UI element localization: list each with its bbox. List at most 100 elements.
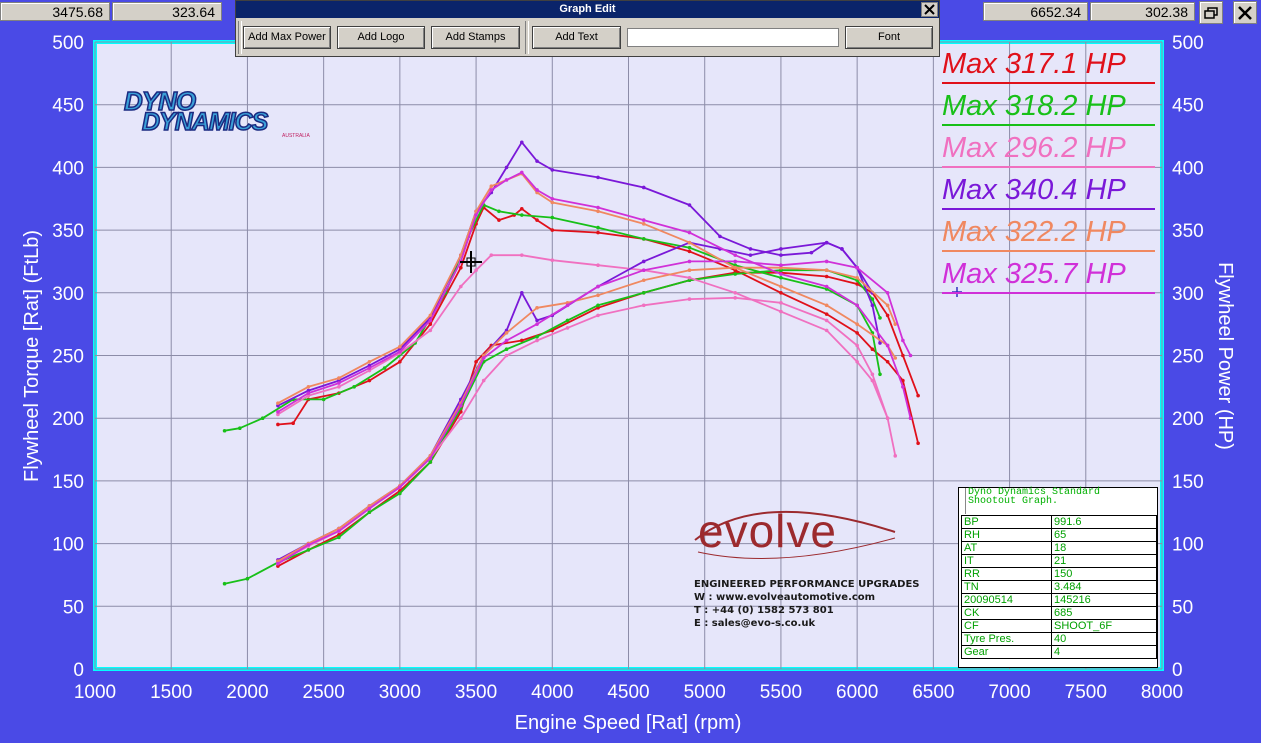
legend-underline (942, 208, 1155, 210)
series-1-torque-point (497, 218, 501, 222)
series-6-torque-point (489, 188, 494, 192)
series-3-power-point (504, 353, 509, 358)
series-3-torque-point (779, 309, 783, 314)
series-3-power-point (481, 378, 486, 383)
y-tick-label-left: 200 (52, 409, 84, 430)
series-5-torque-point (489, 184, 494, 189)
series-1-torque-point (916, 441, 920, 446)
series-2-power-point (596, 303, 600, 308)
info-row: BP 991.6 (961, 515, 1157, 529)
series-2-torque-point (352, 385, 356, 389)
series-3-power-point (459, 416, 463, 421)
y-tick-label-left: 50 (63, 597, 84, 618)
info-row: Gear 4 (961, 645, 1157, 659)
info-row: TN 3.484 (961, 580, 1157, 594)
add-text-button[interactable]: Add Text (532, 26, 621, 49)
series-2-torque-point (687, 245, 692, 250)
series-3-torque-point (428, 328, 433, 333)
legend-item: Max 318.2 HP (942, 89, 1155, 126)
y-tick-labels-right: 0 50 100 150 200 250 300 350 400 450 500 (1172, 33, 1204, 681)
y-axis-label-left: Flywheel Torque [Rat] (FtLb) (21, 230, 43, 482)
info-key: BP (961, 515, 1052, 529)
x-tick-label: 4000 (531, 682, 573, 703)
x-axis-label: Engine Speed [Rat] (rpm) (515, 712, 742, 734)
series-6-power-point (855, 265, 859, 270)
series-6-power-point (641, 268, 646, 273)
series-4-torque-point (276, 403, 280, 408)
series-1-torque-point (824, 312, 829, 316)
series-5-torque-point (550, 200, 555, 205)
legend-underline (942, 124, 1155, 126)
series-2-power-point (687, 278, 692, 283)
series-2-power-point (306, 548, 311, 552)
add-stamps-button[interactable]: Add Stamps (431, 26, 520, 49)
series-6-power-point (687, 259, 692, 264)
series-2-torque-point (550, 215, 555, 220)
series-6-torque-point (855, 303, 859, 308)
add-logo-button[interactable]: Add Logo (337, 26, 425, 49)
series-6-power-point (565, 303, 570, 308)
info-key: 20090514 (961, 593, 1052, 607)
series-5-torque-point (779, 284, 783, 289)
text-input[interactable] (627, 28, 839, 47)
series-5-torque-point (855, 322, 859, 326)
x-tick-label: 5000 (684, 682, 726, 703)
info-row: CF SHOOT_6F (961, 619, 1157, 633)
series-2-torque-point (321, 397, 326, 402)
series-6-torque-point (367, 366, 372, 370)
series-6-torque-point (276, 410, 280, 414)
series-4-torque-point (878, 341, 882, 345)
series-1-power-point (596, 306, 600, 310)
series-3-torque-point (855, 359, 859, 364)
series-5-power-point (893, 322, 898, 326)
series-2-power-point (367, 510, 372, 515)
graph-edit-dialog: Graph Edit Add Max Power Add Logo Add St… (235, 0, 940, 57)
close-icon[interactable] (921, 2, 938, 17)
series-2-power-point (245, 576, 250, 581)
series-5-power-line (277, 266, 897, 562)
legend-underline (942, 166, 1155, 168)
series-3-power-point (733, 296, 737, 300)
y-tick-label-right: 300 (1172, 284, 1204, 305)
series-5-torque-point (306, 385, 311, 389)
series-5-power-point (641, 278, 646, 283)
info-value: 21 (1051, 554, 1157, 568)
series-1-torque-point (459, 265, 463, 270)
series-1-power-point (474, 359, 478, 364)
series-5-power-point (824, 268, 829, 273)
series-1-torque-point (276, 422, 280, 427)
series-3-torque-point (489, 253, 494, 257)
legend-label: Max 317.1 HP (942, 48, 1126, 80)
y-tick-label-right: 150 (1172, 472, 1204, 493)
add-max-power-button[interactable]: Add Max Power (243, 26, 331, 49)
legend-underline (942, 250, 1155, 252)
info-key: Tyre Pres. (961, 632, 1052, 646)
info-value: 145216 (1051, 593, 1157, 607)
series-1-torque-point (550, 228, 555, 232)
y-tick-label-right: 50 (1172, 597, 1193, 618)
series-6-torque-point (687, 230, 692, 235)
series-2-torque-point (596, 225, 600, 230)
series-2-torque-point (520, 213, 524, 217)
series-1-torque-point (687, 249, 692, 254)
series-6-power-point (276, 561, 280, 566)
series-6-power-point (337, 529, 341, 533)
series-4-torque-point (870, 303, 875, 308)
font-button[interactable]: Font (845, 26, 933, 49)
info-row: RH 65 (961, 528, 1157, 542)
series-2-torque-point (733, 263, 737, 268)
info-value: SHOOT_6F (1051, 619, 1157, 633)
series-5-torque-point (367, 359, 372, 364)
series-layer (222, 140, 920, 586)
svg-text:AUSTRALIA: AUSTRALIA (282, 133, 310, 139)
series-6-power-point (306, 543, 311, 547)
series-6-torque-point (520, 170, 524, 175)
series-2-power-point (565, 318, 570, 323)
series-4-torque-point (641, 185, 646, 190)
x-tick-label: 8000 (1141, 682, 1183, 703)
close-icon[interactable] (1233, 1, 1257, 24)
series-1-power-point (520, 338, 524, 343)
restore-window-icon[interactable] (1199, 1, 1223, 24)
x-tick-label: 3000 (379, 682, 421, 703)
x-tick-label: 7000 (988, 682, 1030, 703)
